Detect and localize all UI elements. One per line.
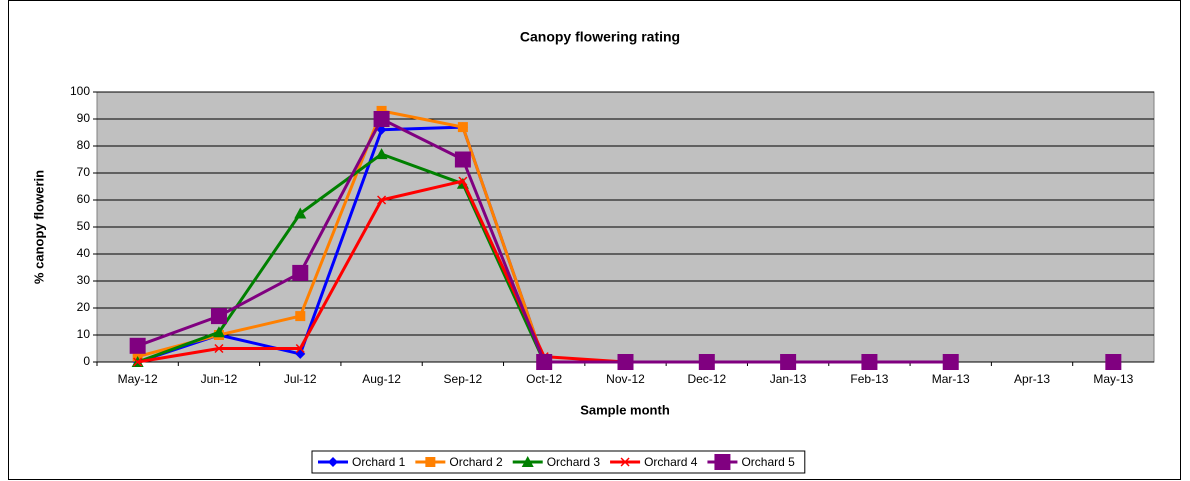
marker — [129, 337, 146, 354]
marker — [292, 264, 309, 281]
y-tick-label: 10 — [77, 327, 91, 341]
y-tick-label: 60 — [77, 192, 91, 206]
x-axis-title: Sample month — [580, 402, 670, 417]
marker — [536, 354, 553, 370]
marker — [861, 354, 878, 370]
marker — [373, 111, 390, 127]
marker — [942, 354, 959, 370]
y-tick-label: 70 — [77, 165, 91, 179]
x-tick-label: Feb-13 — [850, 372, 888, 386]
legend-label: Orchard 4 — [644, 455, 698, 469]
x-tick-label: May-13 — [1093, 372, 1133, 386]
y-tick-label: 30 — [77, 273, 91, 287]
marker — [458, 176, 468, 186]
marker — [375, 148, 388, 160]
legend-label: Orchard 5 — [741, 455, 795, 469]
marker — [377, 195, 387, 205]
y-tick-label: 100 — [70, 84, 90, 98]
x-tick-label: Mar-13 — [932, 372, 970, 386]
x-tick-label: Aug-12 — [362, 372, 401, 386]
x-tick-label: Sep-12 — [444, 372, 483, 386]
marker — [620, 457, 630, 467]
marker — [295, 311, 306, 322]
marker — [295, 343, 305, 354]
legend-box — [311, 450, 806, 474]
x-tick-label: Jan-13 — [770, 372, 807, 386]
y-tick-label: 20 — [77, 300, 91, 314]
marker — [294, 207, 307, 219]
y-tick-label: 0 — [83, 354, 90, 368]
marker — [457, 122, 468, 133]
marker — [210, 308, 227, 325]
x-tick-label: Jul-12 — [284, 372, 317, 386]
marker — [214, 343, 224, 354]
x-tick-label: May-12 — [118, 372, 158, 386]
y-axis-title: % canopy flowerin — [31, 170, 46, 284]
marker — [617, 354, 634, 370]
legend-label: Orchard 1 — [352, 455, 406, 469]
legend-label: Orchard 2 — [449, 455, 503, 469]
marker — [328, 457, 338, 467]
x-tick-label: Dec-12 — [687, 372, 726, 386]
marker — [425, 457, 436, 467]
marker — [714, 454, 731, 470]
x-tick-label: Nov-12 — [606, 372, 645, 386]
y-tick-label: 40 — [77, 246, 91, 260]
y-tick-label: 90 — [77, 111, 91, 125]
x-tick-label: Apr-13 — [1014, 372, 1050, 386]
legend: Orchard 1 Orchard 2 Orchard 3 Orchard 4 Orch… — [311, 450, 806, 474]
y-tick-label: 50 — [77, 219, 91, 233]
x-tick-label: Oct-12 — [526, 372, 562, 386]
marker — [376, 124, 387, 135]
marker — [376, 105, 387, 116]
legend-label: Orchard 3 — [547, 455, 601, 469]
y-tick-label: 80 — [77, 138, 91, 152]
marker — [521, 456, 534, 467]
chart-title: Canopy flowering rating — [520, 29, 680, 45]
x-tick-label: Jun-12 — [201, 372, 238, 386]
marker — [698, 354, 715, 370]
marker — [212, 326, 225, 338]
marker — [780, 354, 797, 370]
marker — [133, 357, 143, 367]
marker — [1105, 354, 1122, 370]
marker — [454, 151, 471, 168]
